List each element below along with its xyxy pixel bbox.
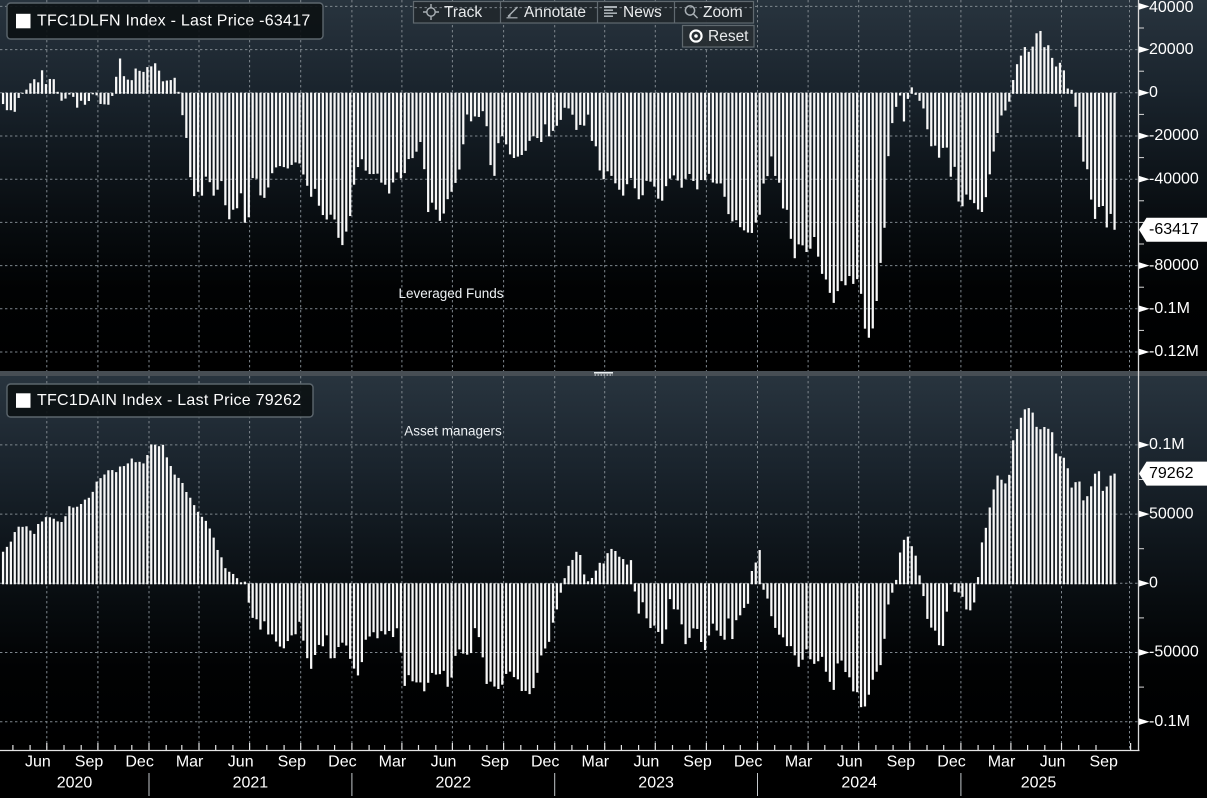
svg-text:Asset managers: Asset managers bbox=[404, 424, 502, 439]
svg-text:-40000: -40000 bbox=[1149, 170, 1199, 187]
svg-text:-80000: -80000 bbox=[1149, 257, 1199, 274]
svg-text:2021: 2021 bbox=[233, 775, 269, 792]
svg-text:Jun: Jun bbox=[1040, 754, 1066, 771]
svg-text:Track: Track bbox=[444, 4, 482, 21]
svg-text:Jun: Jun bbox=[25, 754, 51, 771]
svg-text:0: 0 bbox=[1149, 575, 1158, 592]
svg-text:Annotate: Annotate bbox=[524, 4, 586, 21]
svg-text:Sep: Sep bbox=[1089, 754, 1118, 771]
svg-text:Mar: Mar bbox=[785, 754, 813, 771]
svg-text:Jun: Jun bbox=[228, 754, 254, 771]
svg-text:Jun: Jun bbox=[431, 754, 457, 771]
svg-text:Leveraged Funds: Leveraged Funds bbox=[398, 286, 503, 301]
svg-text:Mar: Mar bbox=[582, 754, 610, 771]
svg-text:Sep: Sep bbox=[278, 754, 307, 771]
svg-text:Mar: Mar bbox=[176, 754, 204, 771]
svg-text:2023: 2023 bbox=[638, 775, 674, 792]
svg-text:Mar: Mar bbox=[988, 754, 1016, 771]
svg-text:-0.12M: -0.12M bbox=[1149, 343, 1199, 360]
svg-text:20000: 20000 bbox=[1149, 41, 1194, 58]
svg-text:-50000: -50000 bbox=[1149, 644, 1199, 661]
svg-text:Reset: Reset bbox=[708, 28, 749, 45]
svg-text:2020: 2020 bbox=[57, 775, 93, 792]
svg-text:Dec: Dec bbox=[125, 754, 153, 771]
svg-text:Jun: Jun bbox=[634, 754, 660, 771]
svg-text:News: News bbox=[623, 4, 662, 21]
svg-text:2022: 2022 bbox=[436, 775, 472, 792]
svg-text:-0.1M: -0.1M bbox=[1149, 713, 1190, 730]
svg-text:2025: 2025 bbox=[1021, 775, 1057, 792]
svg-text:2024: 2024 bbox=[841, 775, 877, 792]
svg-text:79262: 79262 bbox=[1149, 465, 1194, 482]
svg-text:Dec: Dec bbox=[531, 754, 559, 771]
svg-text:40000: 40000 bbox=[1149, 0, 1194, 16]
svg-text:Dec: Dec bbox=[734, 754, 762, 771]
svg-text:-63417: -63417 bbox=[1149, 221, 1199, 238]
svg-text:TFC1DAIN Index - Last Price 79: TFC1DAIN Index - Last Price 79262 bbox=[37, 392, 301, 409]
svg-text:Sep: Sep bbox=[480, 754, 509, 771]
svg-text:Sep: Sep bbox=[683, 754, 712, 771]
svg-text:TFC1DLFN Index - Last Price -6: TFC1DLFN Index - Last Price -63417 bbox=[37, 13, 311, 30]
svg-text:Sep: Sep bbox=[75, 754, 104, 771]
svg-text:Mar: Mar bbox=[379, 754, 407, 771]
svg-text:Dec: Dec bbox=[328, 754, 356, 771]
svg-text:Zoom: Zoom bbox=[703, 4, 743, 21]
svg-text:-20000: -20000 bbox=[1149, 127, 1199, 144]
svg-text:0.1M: 0.1M bbox=[1149, 436, 1185, 453]
svg-text:Sep: Sep bbox=[887, 754, 916, 771]
svg-text:50000: 50000 bbox=[1149, 505, 1194, 522]
svg-text:Dec: Dec bbox=[937, 754, 965, 771]
svg-text:Jun: Jun bbox=[837, 754, 863, 771]
svg-text:0: 0 bbox=[1149, 84, 1158, 101]
svg-text:-0.1M: -0.1M bbox=[1149, 300, 1190, 317]
